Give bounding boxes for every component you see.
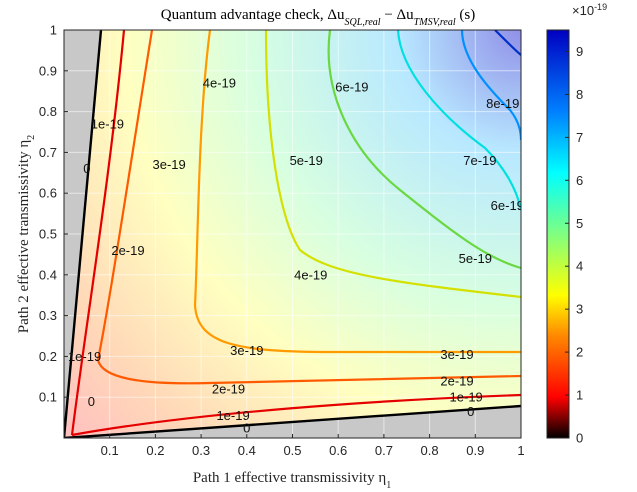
contour-line-0-bottom <box>64 404 521 438</box>
y-tick-label: 0.8 <box>39 104 57 119</box>
contour-label: 1e-19 <box>68 349 101 364</box>
y-axis-ticks: 0.1 0.2 0.3 0.4 0.5 0.6 0.7 0.8 0.9 1 <box>39 23 68 405</box>
contour-line-3e-19 <box>193 30 521 354</box>
colorbar-tick-label: 7 <box>576 130 583 145</box>
contour-label: 2e-19 <box>212 382 245 397</box>
y-axis-label: Path 2 effective transmissivity η2 <box>16 135 37 333</box>
colorbar-tick-label: 2 <box>576 345 583 360</box>
contour-label: 3e-19 <box>152 157 185 172</box>
contour-label: 0 <box>243 420 250 435</box>
plot-area: 00001e-191e-191e-191e-192e-192e-192e-193… <box>63 29 524 439</box>
contour-label: 0 <box>467 404 474 419</box>
y-tick-label: 0.9 <box>39 63 57 78</box>
contour-label: 7e-19 <box>463 153 496 168</box>
contour-labels: 00001e-191e-191e-191e-192e-192e-192e-193… <box>68 76 524 436</box>
contour-label: 1e-19 <box>216 408 249 423</box>
colorbar-tick-label: 9 <box>576 44 583 59</box>
contour-label: 3e-19 <box>440 347 473 362</box>
contour-label: 2e-19 <box>111 243 144 258</box>
contour-label: 6e-19 <box>335 80 368 95</box>
y-tick-label: 0.6 <box>39 186 57 201</box>
colorbar-tick-label: 6 <box>576 173 583 188</box>
colorbar-tick-label: 0 <box>576 431 583 446</box>
contour-line-5e-19 <box>327 30 521 270</box>
x-tick-label: 0.6 <box>329 443 347 458</box>
colorbar-tick-label: 8 <box>576 87 583 102</box>
x-tick-label: 0.7 <box>375 443 393 458</box>
y-tick-label: 0.1 <box>39 390 57 405</box>
contour-line-0-left <box>64 30 103 438</box>
x-tick-label: 0.8 <box>421 443 439 458</box>
contour-label: 6e-19 <box>491 198 524 213</box>
contour-label: 4e-19 <box>203 76 236 91</box>
contour-line-1e-19 <box>70 30 521 437</box>
y-tick-label: 0.4 <box>39 267 57 282</box>
contour-line-7e-19 <box>460 30 521 141</box>
y-tick-label: 0.3 <box>39 308 57 323</box>
colorbar-tick-label: 3 <box>576 302 583 317</box>
contour-label: 1e-19 <box>91 116 124 131</box>
chart-title: Quantum advantage check, ΔuSQL,real − Δu… <box>161 7 475 28</box>
contour-label: 5e-19 <box>290 153 323 168</box>
x-axis-label: Path 1 effective transmissivity η1 <box>193 470 391 491</box>
contour-label: 1e-19 <box>450 390 483 405</box>
contour-line-8e-19 <box>494 30 521 56</box>
contour-line-4e-19 <box>264 30 521 299</box>
contour-label: 0 <box>83 161 90 176</box>
contour-line-6e-19 <box>396 30 521 211</box>
x-tick-label: 1 <box>517 443 524 458</box>
contour-label: 4e-19 <box>294 267 327 282</box>
contour-label: 2e-19 <box>440 373 473 388</box>
x-tick-label: 0.9 <box>466 443 484 458</box>
colorbar-exponent: ×10-19 <box>572 2 607 18</box>
x-axis-ticks: 0.1 0.2 0.3 0.4 0.5 0.6 0.7 0.8 0.9 1 <box>101 434 525 458</box>
colorbar-tick-label: 1 <box>576 388 583 403</box>
contour-lines <box>64 30 521 438</box>
colorbar-tick-label: 4 <box>576 259 583 274</box>
contour-label: 0 <box>88 394 95 409</box>
x-tick-label: 0.1 <box>101 443 119 458</box>
contour-label: 3e-19 <box>230 343 263 358</box>
y-tick-label: 1 <box>50 23 57 38</box>
x-tick-label: 0.5 <box>283 443 301 458</box>
x-tick-label: 0.3 <box>192 443 210 458</box>
x-tick-label: 0.2 <box>146 443 164 458</box>
y-tick-label: 0.7 <box>39 145 57 160</box>
colorbar: 0 1 2 3 4 5 6 7 8 9 ×10-19 <box>546 2 607 446</box>
contour-line-2e-19 <box>96 30 521 385</box>
colorbar-fill <box>546 29 570 439</box>
contour-label: 8e-19 <box>486 96 519 111</box>
colorbar-tick-label: 5 <box>576 216 583 231</box>
x-tick-label: 0.4 <box>238 443 256 458</box>
colorbar-ticks: 0 1 2 3 4 5 6 7 8 9 <box>565 44 583 446</box>
contour-label: 5e-19 <box>459 251 492 266</box>
y-tick-label: 0.5 <box>39 227 57 242</box>
y-tick-label: 0.2 <box>39 349 57 364</box>
